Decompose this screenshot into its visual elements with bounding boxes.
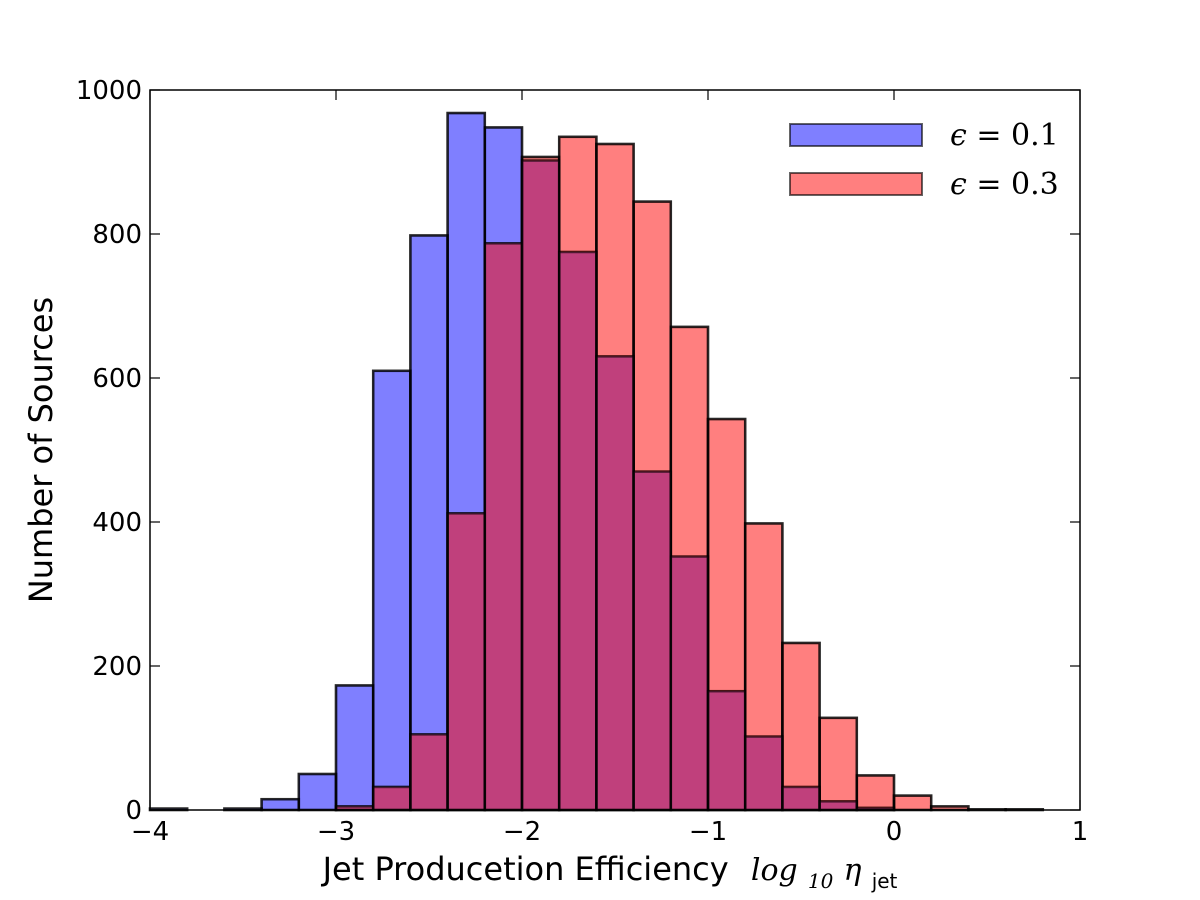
bar-overlap-8 <box>446 512 487 812</box>
bar-overlap-12 <box>595 355 635 812</box>
bar-eps01-3 <box>260 797 301 812</box>
bar-overlap-11 <box>557 250 598 812</box>
bar-overlap-6 <box>371 785 412 812</box>
tick-labels: −4 −3 −2 −1 0 1 0 200 400 600 800 1000 <box>76 76 1088 847</box>
bar-overlap-16 <box>743 735 784 812</box>
x-axis-label-eta: η <box>844 853 862 888</box>
legend-label-eps01: ϵ = 0.1 <box>950 118 1059 153</box>
y-tick-label-5: 1000 <box>76 76 142 106</box>
tick-marks <box>149 89 1081 811</box>
bar-eps03-19 <box>855 774 896 812</box>
bar-eps03-18 <box>818 716 859 812</box>
x-axis-label-log: log <box>751 853 798 888</box>
bar-overlap-18 <box>818 800 859 812</box>
bar-overlap-9 <box>483 242 524 812</box>
bar-eps01-5 <box>334 684 375 812</box>
y-tick-label-3: 600 <box>92 364 142 394</box>
x-axis-label-jet: jet <box>871 869 898 893</box>
overlap-bars <box>148 111 1045 812</box>
x-tick-label-0: −4 <box>131 817 169 847</box>
legend-label-eps03: ϵ = 0.3 <box>950 167 1059 202</box>
x-tick-label-4: 0 <box>886 817 903 847</box>
x-axis-label-text: Jet Producetion Efficiency <box>321 850 729 888</box>
legend: ϵ = 0.1 ϵ = 0.3 <box>789 118 1059 202</box>
axes <box>149 89 1081 811</box>
x-tick-label-2: −2 <box>503 817 541 847</box>
y-tick-label-4: 800 <box>92 220 142 250</box>
plot-frame <box>149 89 1081 811</box>
bar-eps03-20 <box>892 794 933 812</box>
y-tick-label-0: 0 <box>125 796 142 826</box>
x-tick-label-1: −3 <box>317 817 355 847</box>
bar-eps01-4 <box>297 772 338 812</box>
x-axis-label: Jet Producetion Efficiency log 10 η jet <box>321 850 898 896</box>
x-axis-label-log-base: 10 <box>808 869 834 893</box>
legend-swatch-eps01 <box>789 123 923 147</box>
bar-overlap-14 <box>669 555 710 812</box>
legend-swatch-eps03 <box>789 172 923 196</box>
bar-overlap-13 <box>632 470 673 812</box>
y-tick-label-2: 400 <box>92 508 142 538</box>
y-tick-label-1: 200 <box>92 652 142 682</box>
bar-eps03-17 <box>781 641 821 812</box>
bar-overlap-17 <box>781 785 821 812</box>
y-axis-label: Number of Sources <box>22 297 60 603</box>
bar-eps01-7 <box>409 234 449 812</box>
x-tick-label-5: 1 <box>1072 817 1089 847</box>
bar-overlap-15 <box>706 689 747 812</box>
bar-overlap-10 <box>520 159 561 812</box>
x-tick-label-3: −1 <box>689 817 727 847</box>
bar-overlap-7 <box>409 733 449 812</box>
bar-eps01-6 <box>371 369 412 812</box>
